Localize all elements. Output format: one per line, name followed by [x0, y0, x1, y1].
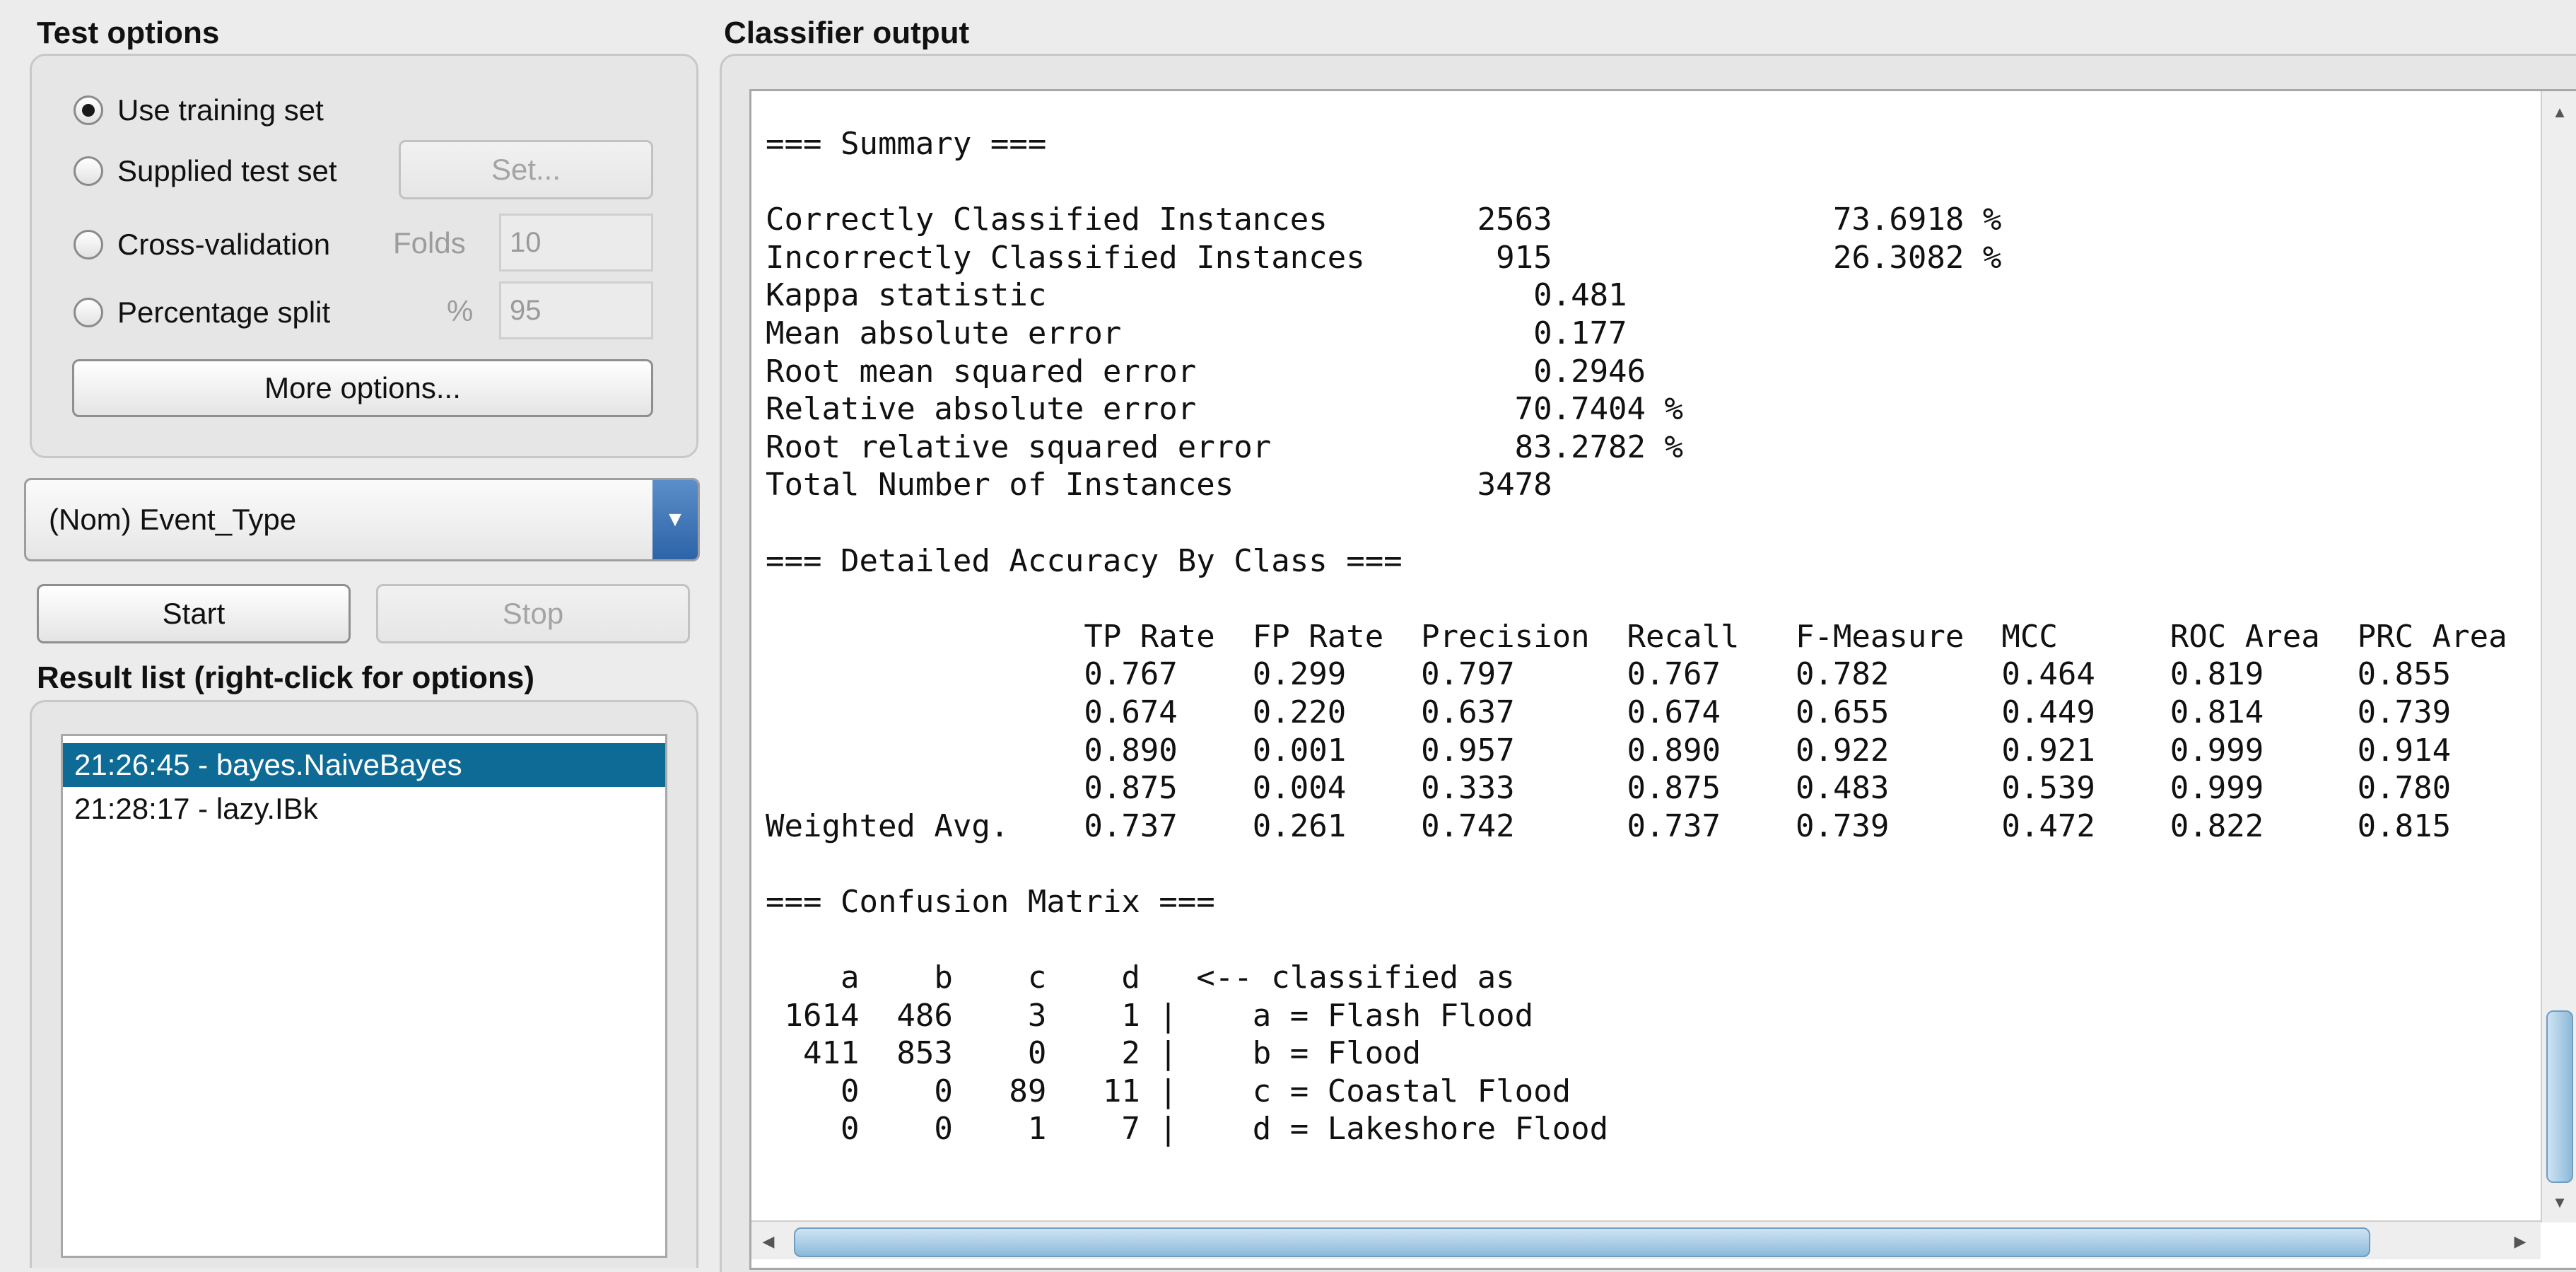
set-button[interactable]: Set... — [399, 140, 653, 199]
supplied-test-set-option[interactable]: Supplied test set — [74, 154, 337, 188]
output-line: === Confusion Matrix === — [766, 883, 1215, 920]
percent-input[interactable]: 95 — [499, 281, 653, 339]
output-line: Total Number of Instances 3478 — [766, 467, 1552, 503]
output-line: TP Rate FP Rate Precision Recall F-Measu… — [766, 618, 2576, 655]
start-button[interactable]: Start — [37, 584, 351, 643]
stop-button[interactable]: Stop — [376, 584, 690, 643]
output-line — [766, 921, 2576, 959]
supplied-test-set-label: Supplied test set — [117, 154, 337, 187]
chevron-down-icon[interactable]: ▼ — [652, 480, 698, 559]
output-line: 0 0 1 7 | d = Lakeshore Flood — [766, 1111, 1609, 1148]
scroll-right-icon[interactable]: ▶ — [2514, 1232, 2527, 1250]
output-line — [766, 504, 2576, 542]
output-line: 411 853 0 2 | b = Flood — [766, 1035, 1422, 1072]
result-list-title: Result list (right-click for options) — [37, 660, 535, 695]
cross-validation-radio[interactable] — [74, 230, 103, 259]
output-line: Kappa statistic 0.481 — [766, 277, 1627, 314]
output-line: 0.890 0.001 0.957 0.890 0.922 0.921 0.99… — [766, 732, 2576, 769]
output-line: 0.875 0.004 0.333 0.875 0.483 0.539 0.99… — [766, 770, 2576, 807]
classifier-output-area[interactable]: === Summary === Correctly Classified Ins… — [749, 89, 2576, 1270]
output-line: === Detailed Accuracy By Class === — [766, 542, 1403, 579]
folds-label: Folds — [393, 226, 466, 259]
output-line: 0.767 0.299 0.797 0.767 0.782 0.464 0.81… — [766, 656, 2576, 693]
output-line: a b c d <-- classified as — [766, 959, 1515, 996]
output-line: Root relative squared error 83.2782 % — [766, 428, 1684, 465]
output-line — [766, 845, 2576, 883]
result-list: 21:26:45 - bayes.NaiveBayes 21:28:17 - l… — [61, 734, 667, 1258]
more-options-button[interactable]: More options... — [72, 359, 653, 417]
output-line: 1614 486 3 1 | a = Flash Flood — [766, 997, 1534, 1034]
output-line: 0.674 0.220 0.637 0.674 0.655 0.449 0.81… — [766, 694, 2576, 730]
supplied-test-set-radio[interactable] — [74, 156, 103, 186]
output-horizontal-scrollbar[interactable]: ◀ ▶ — [751, 1220, 2541, 1259]
class-attribute-value: (Nom) Event_Type — [49, 503, 297, 536]
classifier-output-title: Classifier output — [724, 16, 970, 50]
use-training-set-label: Use training set — [117, 93, 324, 127]
class-attribute-select[interactable]: (Nom) Event_Type ▼ — [24, 478, 700, 561]
output-vertical-scrollbar[interactable]: ▲ ▼ — [2541, 91, 2576, 1223]
output-line: 0 0 89 11 | c = Coastal Flood — [766, 1073, 1571, 1109]
horizontal-scroll-thumb[interactable] — [794, 1227, 2370, 1257]
scroll-left-icon[interactable]: ◀ — [762, 1232, 775, 1250]
output-line: Weighted Avg. 0.737 0.261 0.742 0.737 0.… — [766, 807, 2452, 844]
use-training-set-radio[interactable] — [74, 95, 103, 125]
percentage-split-label: Percentage split — [117, 296, 331, 329]
vertical-scroll-thumb[interactable] — [2546, 1010, 2573, 1183]
output-line: Root mean squared error 0.2946 — [766, 353, 1646, 390]
cross-validation-label: Cross-validation — [117, 228, 331, 261]
use-training-set-option[interactable]: Use training set — [74, 93, 324, 127]
cross-validation-option[interactable]: Cross-validation — [74, 228, 330, 262]
output-line: Mean absolute error 0.177 — [766, 315, 1627, 351]
output-line: Correctly Classified Instances 2563 73.6… — [766, 202, 2002, 238]
output-line — [766, 580, 2576, 618]
output-line — [766, 163, 2576, 202]
percentage-split-radio[interactable] — [74, 298, 103, 327]
output-line: Relative absolute error 70.7404 % — [766, 391, 1684, 428]
folds-input[interactable]: 10 — [499, 214, 653, 272]
output-line: Incorrectly Classified Instances 915 26.… — [766, 239, 2002, 276]
percent-label: % — [447, 294, 474, 327]
scroll-down-icon[interactable]: ▼ — [2552, 1194, 2568, 1211]
test-options-title: Test options — [37, 16, 220, 50]
output-line: === Summary === — [766, 126, 1047, 162]
classifier-output-text: === Summary === Correctly Classified Ins… — [766, 125, 2576, 1148]
result-list-item[interactable]: 21:28:17 - lazy.IBk — [74, 792, 318, 825]
result-list-item[interactable]: 21:26:45 - bayes.NaiveBayes — [63, 743, 665, 787]
scroll-up-icon[interactable]: ▲ — [2552, 103, 2568, 121]
percentage-split-option[interactable]: Percentage split — [74, 296, 330, 329]
